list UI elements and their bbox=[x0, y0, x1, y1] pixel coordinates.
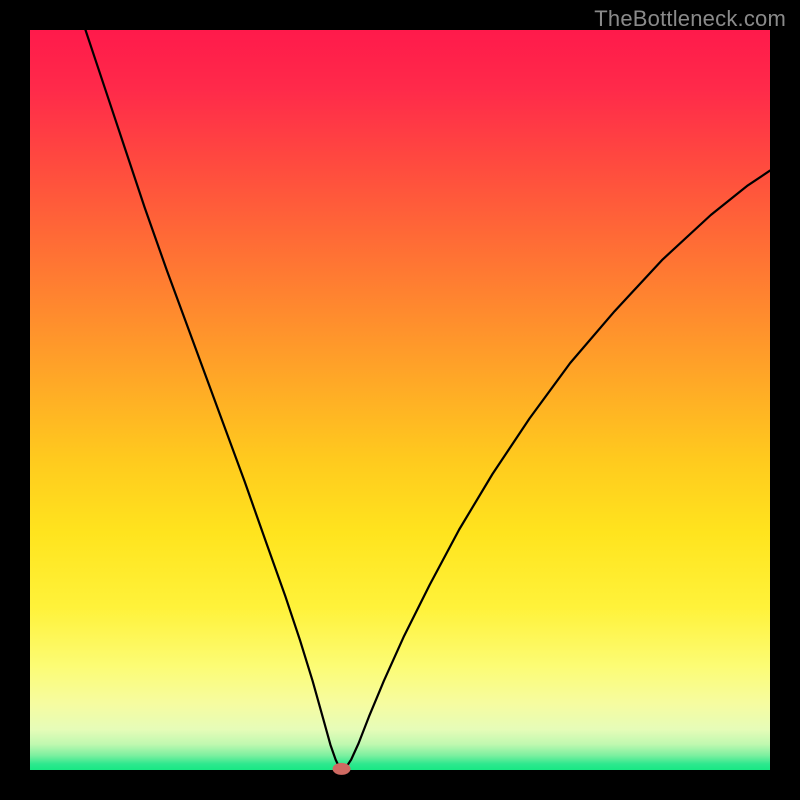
chart-container: { "watermark": { "text": "TheBottleneck.… bbox=[0, 0, 800, 800]
bottleneck-chart bbox=[0, 0, 800, 800]
optimal-point-marker bbox=[333, 763, 351, 775]
watermark-text: TheBottleneck.com bbox=[594, 6, 786, 32]
chart-background bbox=[30, 30, 770, 770]
